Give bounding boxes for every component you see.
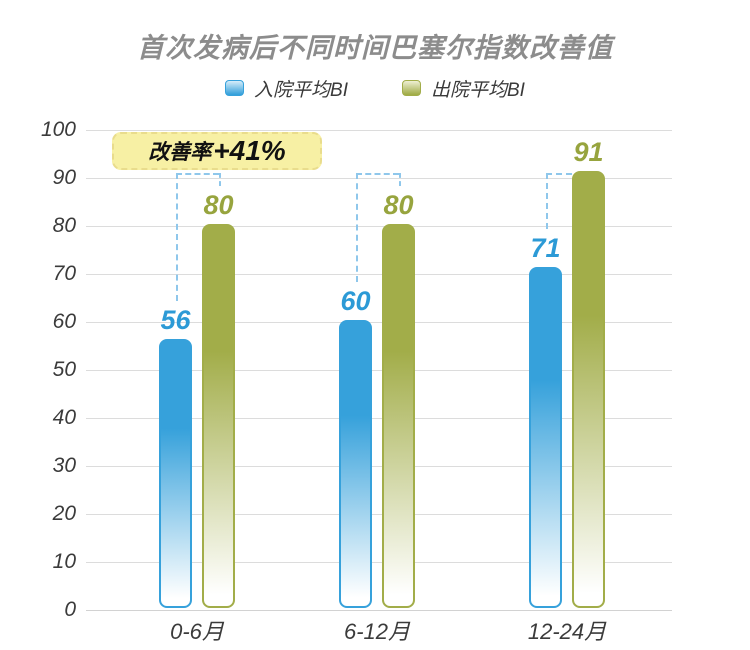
bracket-right-line [218, 173, 221, 186]
bracket-right-line [398, 173, 401, 186]
gridline [86, 562, 672, 563]
gridline [86, 322, 672, 323]
gridline [86, 418, 672, 419]
y-tick-label: 80 [52, 214, 76, 237]
bar-admission-bi [529, 267, 562, 608]
y-tick-label: 100 [40, 118, 76, 141]
y-tick-label: 40 [52, 406, 76, 429]
gridline [86, 514, 672, 515]
gridline [86, 274, 672, 275]
y-tick-label: 90 [52, 166, 76, 189]
gridline [86, 130, 672, 131]
legend-swatch-blue-icon [225, 80, 245, 96]
bracket-top-line [175, 173, 219, 176]
improvement-rate-value: +41% [213, 135, 286, 166]
improvement-rate-text: 改善率 [148, 141, 212, 164]
bracket-left-line [355, 173, 358, 282]
bar-admission-bi [339, 320, 372, 608]
bar-value-label: 80 [203, 190, 234, 220]
x-tick-label: 0-6月 [170, 619, 224, 644]
bracket-top-line [545, 173, 572, 176]
y-tick-label: 0 [64, 598, 76, 621]
bar-value-label: 91 [573, 137, 604, 168]
bar-discharge-bi [572, 171, 605, 608]
gridline [86, 178, 672, 179]
legend: 入院平均BI 出院平均BI [0, 75, 750, 102]
axis-baseline [86, 610, 672, 611]
gridline [86, 370, 672, 371]
gridline [86, 226, 672, 227]
bracket-left-line [175, 173, 178, 302]
y-tick-label: 50 [52, 358, 76, 381]
legend-swatch-green-icon [402, 80, 421, 96]
legend-item-admission: 入院平均BI [225, 75, 348, 102]
bracket-left-line [545, 173, 548, 230]
chart-title: 首次发病后不同时间巴塞尔指数改善值 [137, 33, 613, 63]
bracket-top-line [355, 173, 399, 176]
bar-value-label: 80 [383, 190, 414, 220]
bar-value-label: 56 [160, 305, 191, 336]
bar-value-label: 71 [530, 233, 561, 264]
x-tick-label: 12-24月 [527, 619, 607, 644]
y-tick-label: 10 [52, 550, 76, 573]
y-tick-label: 20 [52, 502, 76, 525]
bar-discharge-bi [202, 224, 235, 608]
bar-value-label: 60 [340, 286, 371, 316]
legend-label: 入院平均BI [254, 79, 348, 101]
legend-label: 出院平均BI [431, 79, 525, 101]
y-tick-label: 70 [52, 262, 76, 285]
plot-area: 56 80 60 80 71 91 [86, 130, 672, 611]
improvement-rate-callout: 改善率 +41% [112, 132, 322, 170]
legend-item-discharge: 出院平均BI [402, 75, 525, 102]
y-tick-label: 60 [52, 310, 76, 333]
gridline [86, 466, 672, 467]
bar-discharge-bi [382, 224, 415, 608]
bar-admission-bi [159, 339, 192, 608]
y-tick-label: 30 [52, 454, 76, 477]
x-tick-label: 6-12月 [343, 619, 411, 644]
